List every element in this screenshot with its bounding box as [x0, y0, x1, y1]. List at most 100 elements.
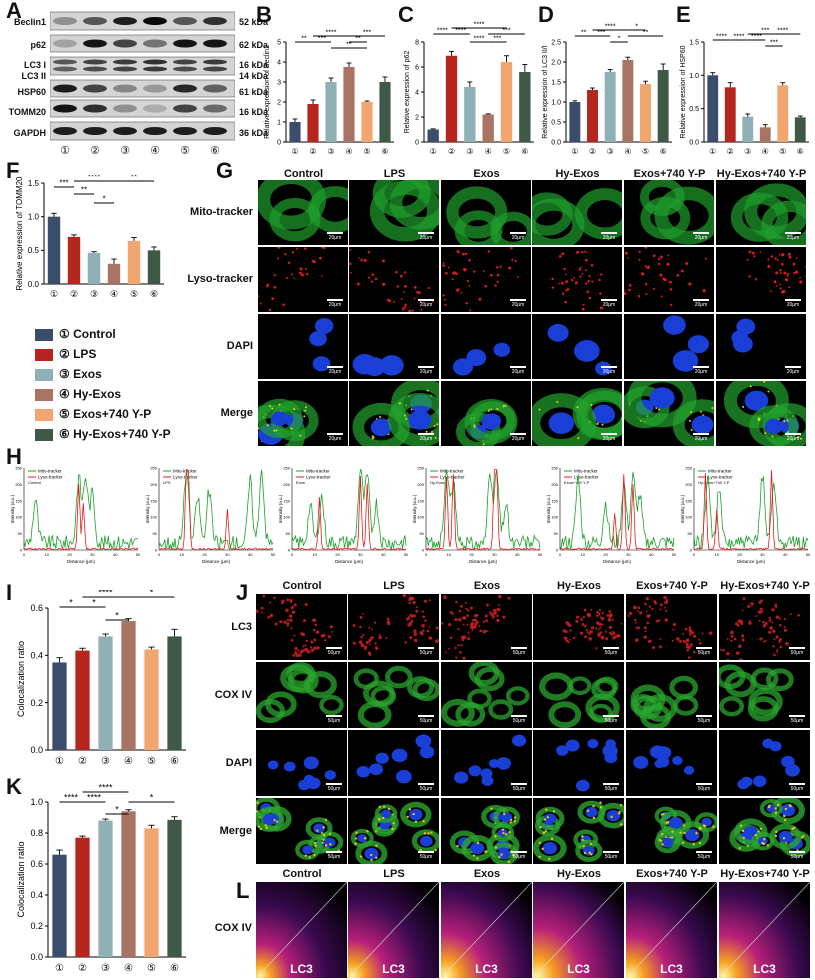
- lysosome-dot: [638, 250, 641, 253]
- y-tick-label: 0.0: [551, 139, 561, 146]
- scatter-image: [719, 882, 810, 978]
- tile-image: [556, 738, 618, 792]
- x-tick-label: ⑥: [170, 756, 179, 767]
- x-tick-label: ①: [571, 147, 578, 156]
- nucleus: [548, 412, 575, 434]
- lc3-dot: [360, 636, 363, 639]
- tile-image: [309, 318, 334, 372]
- lysosome-dot: [516, 276, 519, 278]
- blot-band: [143, 59, 167, 65]
- colocalization-dot: [793, 826, 796, 830]
- y-tick-label: 0: [20, 548, 23, 553]
- lc3-dot: [286, 624, 290, 627]
- lc3-dot: [368, 626, 371, 629]
- colocalization-dot: [275, 429, 278, 432]
- panel-label-b: B: [256, 2, 272, 27]
- lysosome-dot: [670, 303, 673, 307]
- lysosome-dot: [590, 263, 594, 267]
- lysosome-dot: [558, 282, 560, 285]
- colocalization-dot: [484, 850, 487, 854]
- lc3-dot: [421, 623, 426, 628]
- lysosome-dot: [298, 271, 302, 275]
- x-tick-label: ⑥: [150, 289, 158, 299]
- x-tick-label: 50: [404, 552, 409, 557]
- y-tick-label: 1.5: [551, 79, 561, 86]
- lc3-dot: [448, 647, 451, 650]
- scale-bar: 50μm: [326, 647, 342, 656]
- lc3-dot: [708, 631, 713, 635]
- colocalization-dot: [304, 406, 307, 409]
- significance-label: ****: [98, 590, 113, 598]
- lc3-dot: [635, 626, 638, 629]
- lysosome-dot: [286, 277, 289, 280]
- y-tick-label: 4: [415, 89, 419, 96]
- lc3-dot: [285, 608, 289, 613]
- significance-label: ***: [363, 30, 371, 37]
- y-tick-label: 8: [415, 39, 419, 46]
- mito-tracker-line: [158, 469, 274, 551]
- lc3-dot: [627, 615, 630, 617]
- colocalization-dot: [698, 841, 702, 845]
- lysosome-dot: [417, 291, 421, 295]
- blot-strip: [50, 11, 235, 31]
- legend-item-hy-exos-740yp: ⑥ Hy-Exos+740 Y-P: [35, 427, 171, 441]
- lc3-dot: [497, 603, 500, 606]
- lysosome-dot: [799, 280, 803, 284]
- colocalization-dot: [619, 803, 623, 807]
- lc3-dot: [293, 634, 296, 637]
- microscopy-tile: 50μm: [719, 798, 810, 864]
- microscopy-tile: 20μm: [532, 180, 622, 245]
- lc3-dot: [449, 611, 453, 615]
- lysosome-dot: [296, 247, 299, 250]
- lysosome-dot: [579, 275, 582, 278]
- x-tick-label: 20: [202, 552, 207, 557]
- lc3-dot: [443, 595, 447, 600]
- scatter-image: [626, 882, 717, 978]
- x-tick-label: 40: [381, 552, 386, 557]
- cell-signal: [574, 188, 622, 240]
- cell-signal: [385, 665, 413, 689]
- lc3-dot: [482, 620, 486, 624]
- colocalization-dot: [783, 814, 786, 818]
- lysosome-dot: [773, 280, 777, 284]
- colocalization-dot: [503, 812, 506, 816]
- colocalization-dot: [763, 381, 766, 383]
- nucleus: [547, 323, 569, 342]
- lc3-dot: [303, 648, 307, 652]
- legend-label-lyso: Lyso-tracker: [38, 475, 63, 480]
- colocalization-dot: [308, 856, 311, 859]
- colocalization-dot: [502, 831, 505, 835]
- x-axis-label: Distance (μm): [603, 559, 632, 564]
- lysosome-dot: [473, 270, 476, 273]
- mito-tracker-line: [693, 475, 809, 552]
- lc3-dot: [294, 646, 298, 651]
- blot-label-tomm20: TOMM20: [8, 107, 46, 117]
- x-tick-label: 10: [180, 552, 185, 557]
- nucleus: [391, 748, 408, 763]
- nucleus: [415, 734, 432, 748]
- mito-tracker-line: [559, 471, 675, 550]
- lc3-dot: [426, 629, 430, 633]
- y-axis-label: Intensity (a.u.): [278, 494, 283, 523]
- lysosome-dot: [404, 284, 407, 288]
- colocalization-dot: [665, 821, 668, 825]
- lc3-dot: [575, 619, 579, 624]
- microscopy-tile: 50μm: [626, 594, 717, 660]
- colocalization-dot: [387, 807, 391, 811]
- lc3-dot: [637, 606, 641, 610]
- nucleus: [497, 848, 511, 860]
- cell-signal: [589, 703, 613, 723]
- scale-bar: 20μm: [418, 366, 434, 375]
- lc3-dot: [657, 619, 661, 622]
- x-tick-label: ①: [50, 289, 58, 299]
- lysosome-dot: [563, 267, 566, 271]
- scale-bar: 20μm: [510, 232, 526, 241]
- tile-image: [356, 734, 435, 784]
- lc3-dot: [686, 640, 689, 643]
- lc3-dot: [588, 637, 593, 641]
- lysosome-dot: [795, 257, 798, 260]
- microscopy-tile: 20μm: [349, 247, 439, 312]
- lc3-dot: [645, 610, 648, 613]
- bar-chart-colocalization-k: 0.0 0.2 0.4 0.6 0.8 1.0 Colocalization ratio ① ②…: [16, 783, 186, 974]
- x-tick-label: ①: [55, 756, 64, 767]
